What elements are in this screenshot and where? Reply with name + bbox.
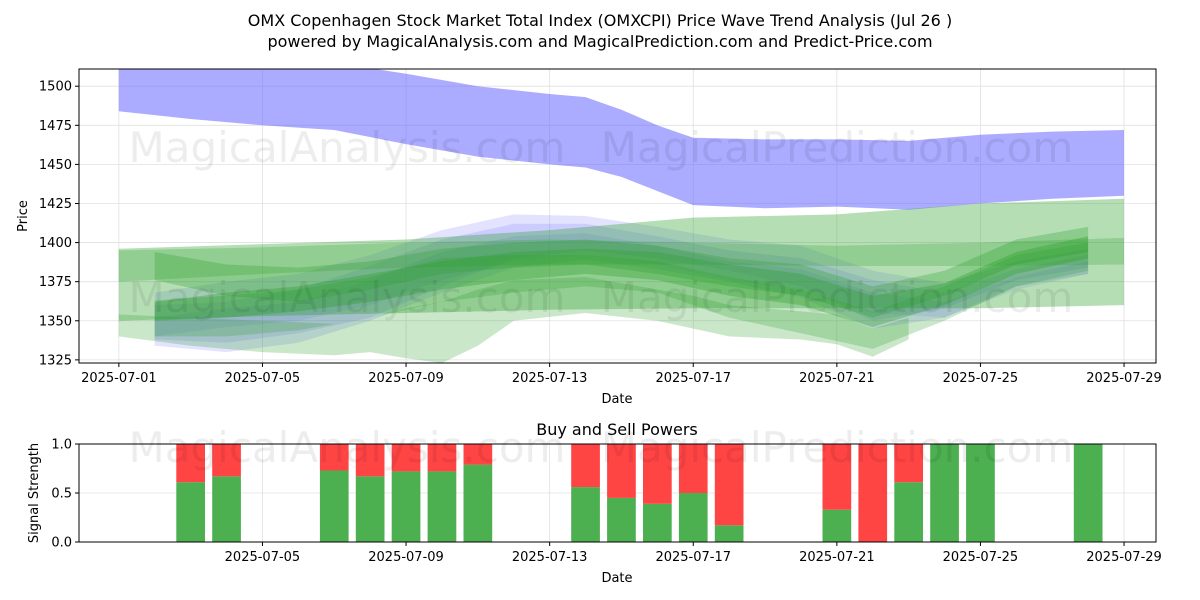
price-axes: 2025-07-01 2025-07-05 2025-07-09 2025-07-13… — [39, 80, 1162, 386]
signal-bars — [176, 444, 1103, 542]
price-band-0 — [118, 69, 1124, 210]
signal-x-tick-label: 2025-07-21 — [799, 550, 875, 565]
buy-bar — [319, 470, 349, 542]
sell-bar — [858, 444, 888, 542]
buy-bar — [355, 476, 385, 542]
signal-y-tick-label: 0.0 — [51, 536, 72, 551]
signal-panel-title: Buy and Sell Powers — [536, 420, 698, 439]
price-y-tick-label: 1375 — [39, 275, 72, 290]
signal-x-axis-label: Date — [601, 571, 632, 586]
price-x-tick-label: 2025-07-17 — [655, 371, 731, 386]
sell-bar — [643, 444, 672, 504]
signal-panel: Buy and Sell Powers MagicalAnalysis.com … — [27, 420, 1162, 586]
sell-bar — [607, 444, 636, 498]
signal-x-tick-label: 2025-07-05 — [225, 550, 301, 565]
price-band-4 — [118, 198, 1125, 321]
price-band-5 — [118, 237, 1125, 282]
price-x-tick-label: 2025-07-05 — [225, 371, 301, 386]
chart-title-line1: OMX Copenhagen Stock Market Total Index … — [248, 11, 952, 30]
signal-plot-frame — [78, 443, 1157, 543]
watermark-right-top: MagicalPrediction.com — [601, 123, 1074, 172]
buy-bar — [643, 503, 672, 542]
price-band-1 — [154, 214, 1089, 343]
buy-bar — [1073, 444, 1103, 542]
price-band-8 — [154, 236, 1089, 327]
buy-bar — [966, 444, 995, 542]
signal-x-tick-label: 2025-07-17 — [655, 550, 731, 565]
price-y-axis-label: Price — [16, 200, 31, 232]
price-band-7 — [154, 226, 1089, 318]
price-y-tick-label: 1500 — [39, 80, 72, 95]
buy-bar — [391, 471, 421, 542]
signal-y-tick-label: 0.5 — [51, 487, 72, 502]
buy-bar — [930, 444, 959, 542]
price-band-3 — [154, 233, 1089, 337]
sell-bar — [212, 444, 241, 477]
price-panel: MagicalAnalysis.com MagicalPrediction.co… — [16, 68, 1162, 407]
sell-bar — [714, 444, 744, 526]
sell-bar — [571, 444, 600, 488]
sell-bar — [463, 444, 493, 465]
buy-bar — [894, 482, 923, 542]
price-x-tick-label: 2025-07-09 — [368, 371, 444, 386]
signal-y-tick-label: 1.0 — [51, 438, 72, 453]
buy-bar — [607, 497, 636, 542]
price-y-tick-label: 1475 — [39, 119, 72, 134]
sell-bar — [822, 444, 852, 510]
price-y-tick-label: 1325 — [39, 353, 72, 368]
price-y-tick-label: 1450 — [39, 158, 72, 173]
watermark-left-mid: MagicalAnalysis.com — [129, 273, 566, 322]
buy-bar — [427, 471, 457, 542]
signal-x-tick-label: 2025-07-13 — [512, 550, 588, 565]
price-band-9 — [118, 277, 909, 363]
price-x-tick-label: 2025-07-01 — [81, 371, 157, 386]
buy-bar — [678, 493, 708, 542]
price-x-tick-label: 2025-07-25 — [943, 371, 1019, 386]
price-x-axis-label: Date — [601, 392, 632, 407]
buy-bar — [571, 487, 600, 542]
chart-title-line2: powered by MagicalAnalysis.com and Magic… — [267, 32, 932, 51]
sell-bar — [678, 444, 708, 493]
watermark-left-top: MagicalAnalysis.com — [129, 123, 566, 172]
price-y-tick-label: 1425 — [39, 197, 72, 212]
price-x-tick-label: 2025-07-29 — [1086, 371, 1162, 386]
sell-bar — [427, 444, 457, 472]
buy-bar — [822, 509, 852, 542]
price-x-tick-label: 2025-07-21 — [799, 371, 875, 386]
watermark-left-bottom: MagicalAnalysis.com — [129, 423, 566, 472]
signal-y-axis-label: Signal Strength — [27, 443, 42, 543]
watermark-right-bottom: MagicalPrediction.com — [601, 423, 1074, 472]
sell-bar — [176, 444, 205, 483]
sell-bar — [894, 444, 923, 483]
signal-x-tick-label: 2025-07-29 — [1086, 550, 1162, 565]
buy-bar — [212, 476, 241, 542]
signal-x-tick-label: 2025-07-25 — [943, 550, 1019, 565]
sell-bar — [355, 444, 385, 477]
price-bands — [118, 69, 1125, 363]
price-x-tick-label: 2025-07-13 — [512, 371, 588, 386]
price-bands-clipped — [118, 69, 1125, 363]
price-band-6 — [154, 242, 1089, 349]
signal-x-tick-label: 2025-07-09 — [368, 550, 444, 565]
price-band-2 — [154, 223, 1089, 353]
buy-bar — [463, 464, 493, 542]
buy-bar — [176, 482, 205, 542]
buy-bar — [714, 525, 744, 542]
sell-bar — [319, 444, 349, 471]
signal-axes: 2025-07-05 2025-07-09 2025-07-13 2025-07-17… — [51, 438, 1162, 566]
price-y-tick-label: 1400 — [39, 236, 72, 251]
price-plot-frame — [78, 68, 1157, 364]
watermark-right-mid: MagicalPrediction.com — [601, 273, 1074, 322]
price-y-tick-label: 1350 — [39, 314, 72, 329]
sell-bar — [391, 444, 421, 472]
